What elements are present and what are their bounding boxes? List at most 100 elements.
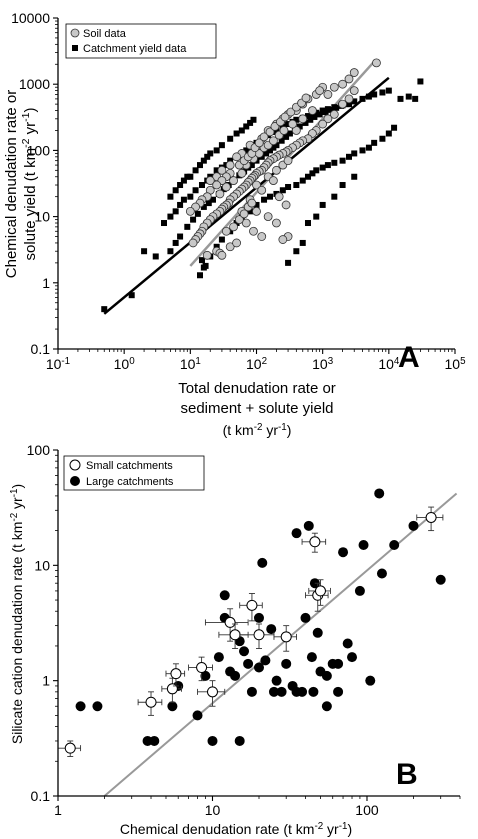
soil-point (232, 238, 241, 248)
catchment-point (261, 196, 268, 203)
large-catchment-point (268, 686, 279, 697)
catchment-point (313, 109, 320, 116)
y-tick-label: 100 (27, 142, 51, 158)
catchment-point (331, 159, 338, 166)
catchment-point (192, 167, 199, 174)
large-catchment-point (358, 540, 369, 551)
soil-point (234, 215, 244, 225)
catchment-point (263, 150, 270, 157)
catchment-point (359, 95, 366, 102)
catchment-point (205, 200, 212, 207)
small-catchment-marker (309, 536, 321, 548)
y-axis-label-unit: solute yield (t km-2 yr-1) (20, 108, 39, 261)
soil-point (301, 93, 311, 103)
soil-point (278, 235, 288, 244)
small-catchment-point (416, 506, 444, 532)
soil-point (241, 218, 251, 228)
large-catchment-point (435, 574, 446, 585)
catchment-point (180, 196, 187, 203)
y-tick-label: 0.1 (31, 341, 51, 357)
large-catchment-point (303, 520, 314, 531)
large-catchment-point (246, 686, 257, 697)
soil-point (315, 86, 325, 96)
soil-point (265, 127, 275, 137)
catchment-point (299, 239, 306, 246)
soil-point (344, 94, 354, 104)
catchment-point (227, 157, 234, 164)
legend-small-label: Small catchments (86, 460, 173, 472)
catchment-point (296, 123, 303, 130)
small-catchment-marker (229, 629, 241, 641)
y-tick-label-b: 1 (42, 673, 50, 689)
catchment-point (412, 95, 419, 102)
catchment-point (307, 116, 314, 123)
fit-line-1 (103, 76, 390, 315)
catchment-point (247, 119, 254, 126)
panel-label-a: A (398, 341, 420, 374)
catchment-point (324, 162, 331, 169)
catchment-point (365, 144, 372, 151)
x-axis-label-line-2: sediment + solute yield (180, 400, 333, 417)
legend-small-marker (69, 459, 81, 471)
legend-b: Small catchments Large catchments (63, 455, 205, 491)
legend-soil-marker (70, 28, 80, 38)
catchment-point (177, 182, 184, 189)
x-tick-label: 103 (312, 356, 334, 373)
soil-point (286, 107, 296, 117)
x-tick-label: 100 (114, 356, 136, 373)
small-catchment-point (218, 623, 249, 649)
soil-point (274, 192, 284, 202)
soil-point (225, 242, 235, 252)
catchment-point (172, 187, 179, 194)
catchment-point (293, 248, 300, 255)
large-catchment-point (167, 701, 178, 712)
catchment-point (190, 216, 197, 223)
large-catchment-point (308, 686, 319, 697)
catchment-point (319, 201, 326, 208)
soil-point (329, 109, 339, 119)
large-catchment-point (243, 658, 254, 669)
soil-point (217, 250, 227, 260)
catchment-point (218, 236, 225, 243)
catchment-point (319, 164, 326, 171)
large-catchment-point (207, 735, 218, 746)
catchment-point (167, 248, 174, 255)
catchment-point (379, 89, 386, 96)
large-catchment-point (239, 646, 250, 657)
catchment-point (161, 220, 168, 227)
catchment-point (187, 173, 194, 180)
small-catchment-point (239, 623, 275, 649)
soil-point (259, 132, 269, 142)
y-tick-label-b: 10 (34, 557, 50, 573)
catchment-point (293, 182, 300, 189)
catchment-point (248, 162, 255, 169)
catchment-point (285, 259, 292, 266)
legend-a-box (65, 23, 217, 59)
catchment-point (167, 193, 174, 200)
catchment-point (218, 142, 225, 149)
catchment-point (351, 98, 358, 105)
x-tick-label: 105 (444, 356, 466, 373)
catchment-point (204, 153, 211, 160)
small-catchment-marker (314, 585, 326, 597)
catchment-point (270, 144, 277, 151)
small-catchment-point (197, 680, 226, 707)
catchment-point (304, 113, 311, 120)
catchment-point (238, 127, 245, 134)
large-catchment-point (266, 624, 277, 635)
catchment-point (286, 130, 293, 137)
catchment-point (128, 292, 135, 299)
catchment-point (233, 130, 240, 137)
large-catchment-point (321, 670, 332, 681)
catchment-point (322, 109, 329, 116)
x-tick-label-b: 1 (54, 802, 62, 818)
catchment-point (371, 91, 378, 98)
catchment-point (247, 208, 254, 215)
soil-point (202, 250, 212, 260)
legend-a: Soil data Catchment yield data (65, 23, 217, 59)
catchment-point (184, 173, 191, 180)
soil-point (298, 114, 308, 124)
catchment-point (152, 253, 159, 260)
catchment-point (192, 187, 199, 194)
